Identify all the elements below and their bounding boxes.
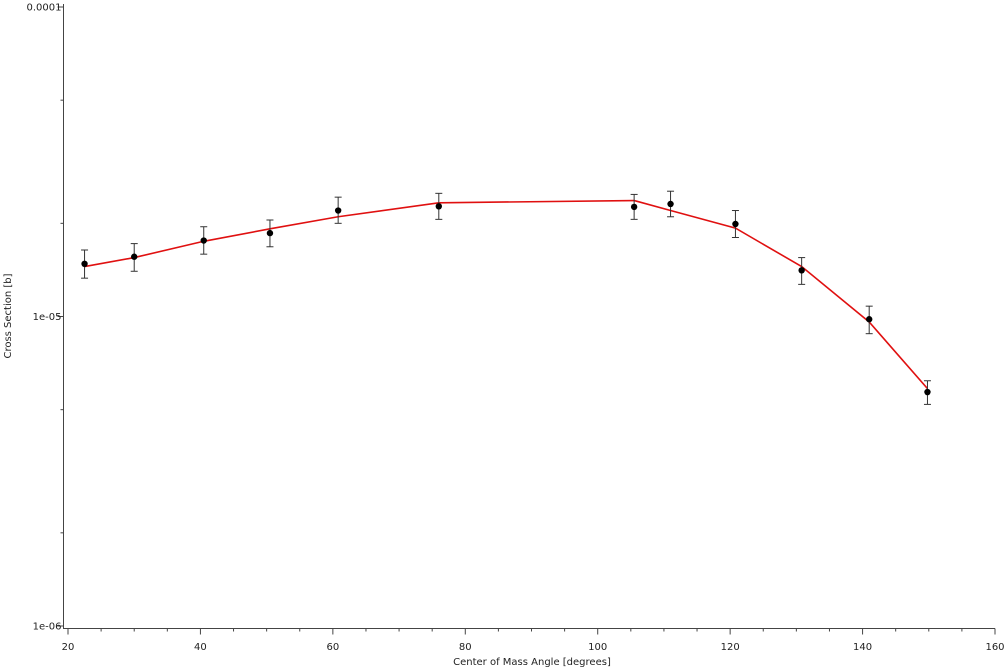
- data-point: [81, 260, 88, 268]
- data-point: [798, 267, 805, 274]
- x-axis-title: Center of Mass Angle [degrees]: [453, 657, 611, 668]
- data-point: [435, 203, 442, 210]
- y-axis-title: Cross Section [b]: [3, 273, 14, 358]
- x-tick-label: 20: [62, 642, 75, 653]
- x-tick-label: 120: [721, 642, 740, 653]
- y-tick-label: 0.0001: [27, 3, 62, 14]
- data-points: [81, 200, 931, 396]
- data-point: [630, 203, 638, 211]
- data-point: [266, 229, 274, 237]
- axes: [63, 4, 995, 629]
- error-bars: [81, 190, 931, 405]
- fit-line-series: [84, 199, 929, 390]
- data-point: [334, 207, 342, 214]
- fit-line: [84, 199, 929, 390]
- data-point: [131, 253, 138, 260]
- data-point: [865, 316, 873, 323]
- data-point: [667, 200, 674, 208]
- y-tick-label: 1e-05: [33, 312, 62, 323]
- data-point: [200, 237, 207, 244]
- data-point: [732, 220, 739, 228]
- x-tick-label: 140: [853, 642, 872, 653]
- data-point: [924, 388, 931, 396]
- x-ticks: 20 40 60 80 100 120 140 160: [62, 628, 1004, 653]
- x-tick-label: 160: [985, 642, 1004, 653]
- x-tick-label: 80: [459, 642, 472, 653]
- x-tick-label: 60: [326, 642, 339, 653]
- y-tick-label: 1e-06: [33, 622, 62, 633]
- x-tick-label: 100: [588, 642, 607, 653]
- y-ticks: 1e-06 1e-05 0.0001: [27, 3, 64, 633]
- x-tick-label: 40: [194, 642, 207, 653]
